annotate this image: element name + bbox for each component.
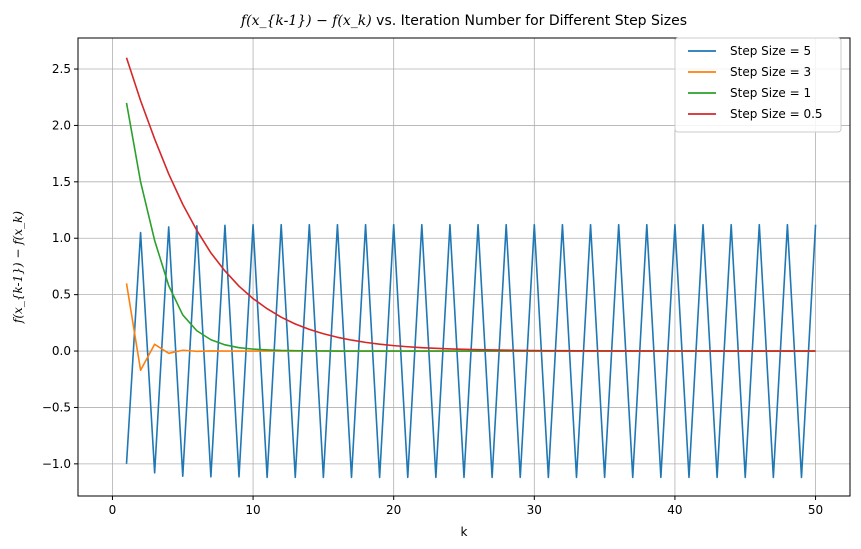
legend-label-1: Step Size = 5 [730, 44, 811, 58]
y-tick-label: 1.0 [52, 231, 71, 245]
chart-title: f(x_{k-1}) − f(x_k) vs. Iteration Number… [240, 13, 687, 29]
y-axis-ticks: −1.0 −0.5 0.0 0.5 1.0 1.5 2.0 2.5 [42, 62, 78, 471]
legend-label-3: Step Size = 1 [730, 86, 811, 100]
chart-title-math: f(x_{k-1}) − f(x_k) [240, 13, 372, 29]
legend-box [674, 37, 842, 133]
y-tick-label: 2.0 [52, 118, 71, 132]
plot-frame [77, 37, 851, 497]
y-tick-label: 1.5 [52, 175, 71, 189]
x-tick-label: 0 [109, 503, 117, 517]
chart-title-text: vs. Iteration Number for Different Step … [372, 13, 687, 29]
x-tick-label: 50 [808, 503, 823, 517]
legend-label-2: Step Size = 3 [730, 65, 811, 79]
y-tick-label: 0.0 [52, 344, 71, 358]
series-lines [125, 57, 817, 479]
x-axis-ticks: 0 10 20 30 40 50 [109, 496, 823, 517]
legend-label-4: Step Size = 0.5 [730, 107, 823, 121]
y-tick-label: −0.5 [42, 400, 71, 414]
series-line-4 [125, 57, 816, 352]
y-axis-title: f(x_{k-1}) − f(x_k) [11, 211, 25, 324]
y-tick-label: −1.0 [42, 457, 71, 471]
x-axis-title: k [461, 525, 468, 539]
x-tick-label: 40 [667, 503, 682, 517]
x-tick-label: 30 [527, 503, 542, 517]
x-tick-label: 20 [386, 503, 401, 517]
y-tick-label: 2.5 [52, 62, 71, 76]
legend: Step Size = 5 Step Size = 3 Step Size = 1 S… [674, 37, 842, 133]
y-tick-label: 0.5 [52, 288, 71, 302]
x-tick-label: 10 [245, 503, 260, 517]
